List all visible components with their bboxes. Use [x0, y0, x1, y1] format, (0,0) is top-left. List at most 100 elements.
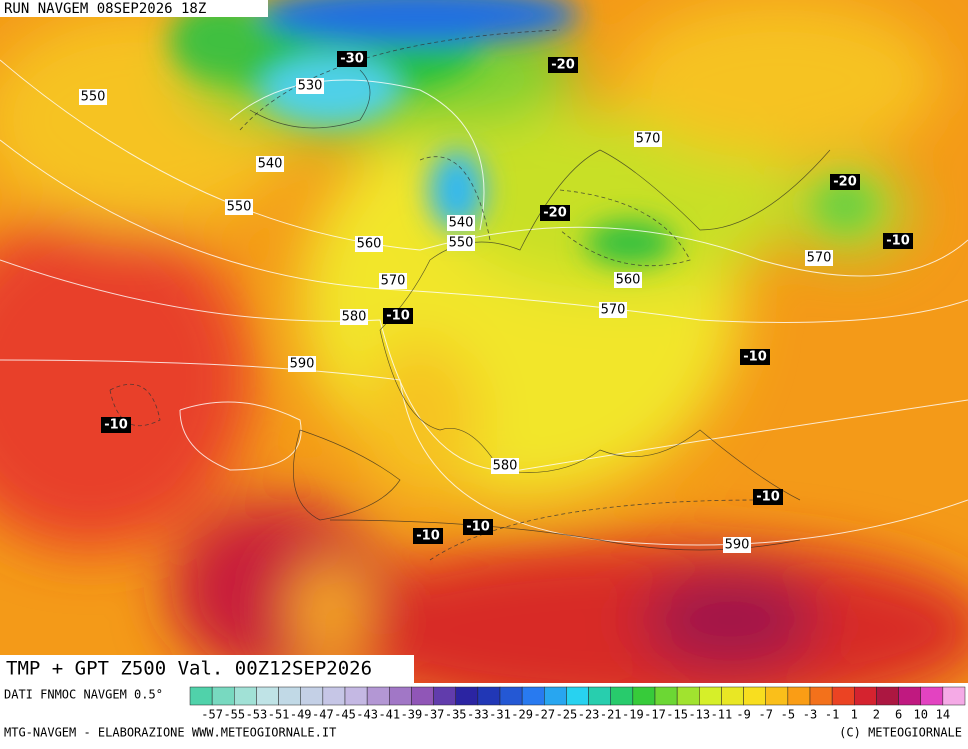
scale-swatch: [942, 686, 966, 706]
title-box: [0, 655, 414, 683]
scale-label: -35: [445, 708, 467, 722]
z500-label: 560: [616, 273, 641, 288]
scale-swatch: [433, 686, 456, 706]
header-run: RUN NAVGEM 08SEP2026 18Z: [4, 1, 206, 17]
scale-swatch: [876, 686, 899, 706]
z500-label: 580: [342, 310, 367, 325]
scale-label: -37: [423, 708, 445, 722]
temperature-label: -10: [756, 490, 780, 505]
z500-label-box: [805, 250, 833, 266]
scale-label: 2: [873, 708, 880, 722]
scale-label: 1: [851, 708, 858, 722]
temperature-label-box: [463, 519, 493, 535]
scale-swatch: [676, 686, 700, 706]
scale-label: -23: [578, 708, 600, 722]
map-field: [0, 0, 968, 683]
scale-swatch: [278, 686, 301, 706]
scale-label: -3: [803, 708, 817, 722]
temperature-label: -10: [104, 418, 128, 433]
scale-swatch: [721, 686, 744, 706]
temperature-label-box: [413, 528, 443, 544]
scale-swatch: [610, 686, 634, 706]
scale-swatch: [189, 686, 213, 706]
scale-label: -39: [401, 708, 423, 722]
scale-swatch: [898, 686, 921, 706]
scale-label: -13: [688, 708, 710, 722]
temperature-label: -10: [386, 309, 410, 324]
temperature-label: -10: [416, 529, 440, 544]
scale-label: -49: [290, 708, 312, 722]
z500-label: 550: [449, 236, 474, 251]
scale-label: -15: [666, 708, 688, 722]
scale-label: -45: [334, 708, 356, 722]
scale-swatch: [632, 686, 656, 706]
scale-swatch: [566, 686, 589, 706]
scale-swatch: [831, 686, 855, 706]
scale-label: 10: [913, 708, 927, 722]
temperature-label: -10: [743, 350, 767, 365]
z500-label-box: [723, 537, 751, 553]
footer-right: (C) METEOGIORNALE: [839, 726, 962, 740]
scale-label: -25: [556, 708, 578, 722]
z500-label-box: [491, 458, 519, 474]
z500-label-box: [447, 235, 475, 251]
scale-swatch: [477, 686, 501, 706]
temperature-label-box: [548, 57, 578, 73]
scale-swatch: [521, 686, 545, 706]
scale-label: -51: [268, 708, 290, 722]
z500-label-box: [599, 302, 627, 318]
scale-label: -27: [533, 708, 555, 722]
z500-label: 560: [357, 237, 382, 252]
scale-swatch: [455, 686, 479, 706]
temperature-label-box: [540, 205, 570, 221]
map-title: TMP + GPT Z500 Val. 00Z12SEP2026: [6, 658, 372, 680]
temperature-label-box: [101, 417, 131, 433]
scale-swatch: [787, 686, 811, 706]
temperature-label-box: [883, 233, 913, 249]
temperature-label-box: [740, 349, 770, 365]
z500-label-box: [340, 309, 368, 325]
scale-label: -41: [378, 708, 400, 722]
z500-label: 530: [298, 79, 323, 94]
temperature-label-box: [337, 51, 367, 67]
scale-swatch: [411, 686, 434, 706]
scale-swatch: [366, 686, 390, 706]
z500-label: 570: [807, 251, 832, 266]
temperature-label: -10: [466, 520, 490, 535]
z500-label: 550: [81, 90, 106, 105]
temperature-label: -20: [543, 206, 567, 221]
z500-label: 540: [449, 216, 474, 231]
scale-swatch: [743, 686, 766, 706]
scale-swatch: [920, 686, 944, 706]
z500-label-box: [225, 199, 253, 215]
temperature-label: -20: [833, 175, 857, 190]
z500-label-box: [634, 131, 662, 147]
scale-label: -1: [825, 708, 839, 722]
scale-label: -19: [622, 708, 644, 722]
scale-label: -33: [467, 708, 489, 722]
z500-label: 570: [601, 303, 626, 318]
scale-swatch: [654, 686, 678, 706]
temperature-label-box: [383, 308, 413, 324]
z500-label-box: [296, 78, 324, 94]
temperature-label: -10: [886, 234, 910, 249]
z500-label: 550: [227, 200, 252, 215]
z500-label-box: [256, 156, 284, 172]
scale-label: -7: [758, 708, 772, 722]
temperature-label-box: [753, 489, 783, 505]
scale-swatch: [389, 686, 412, 706]
z500-label-box: [288, 356, 316, 372]
z500-label: 540: [258, 157, 283, 172]
scale-swatch: [499, 686, 523, 706]
z500-label-box: [355, 236, 383, 252]
scale-swatch: [344, 686, 368, 706]
z500-label-box: [379, 273, 407, 289]
scale-label: 6: [895, 708, 902, 722]
z500-label: 570: [381, 274, 406, 289]
temperature-label: -30: [340, 52, 364, 67]
z500-label: 590: [725, 538, 750, 553]
scale-swatch: [300, 686, 324, 706]
z500-label-box: [447, 215, 475, 231]
